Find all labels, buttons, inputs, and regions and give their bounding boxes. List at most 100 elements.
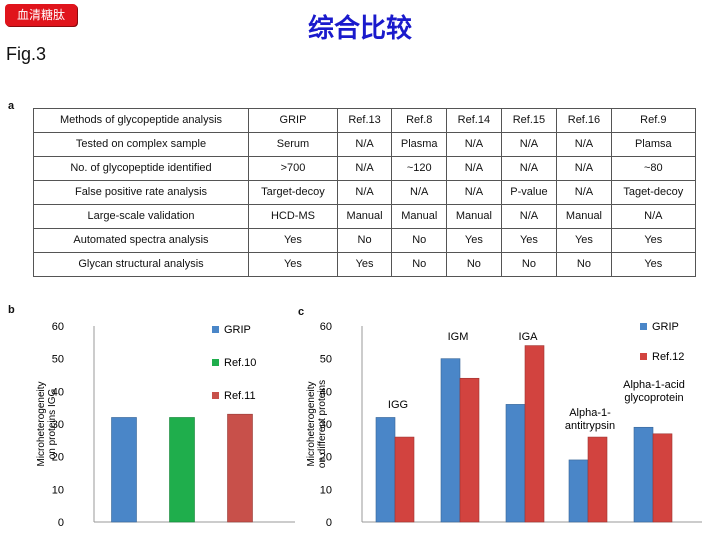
table-cell: Yes xyxy=(248,228,338,253)
table-cell: Ref.8 xyxy=(391,108,448,133)
table-cell: N/A xyxy=(336,132,393,157)
row-label-cell: Tested on complex sample xyxy=(33,132,249,157)
bar-ref12-alpha-1-acid-glycoprotein xyxy=(652,433,673,523)
table-cell: N/A xyxy=(610,204,697,229)
table-cell: Target-decoy xyxy=(248,180,338,205)
table-cell: ~120 xyxy=(391,156,448,181)
category-annotation: IGM xyxy=(448,331,469,343)
table-cell: N/A xyxy=(446,132,502,157)
y-tick-label: 30 xyxy=(320,419,332,431)
table-cell: GRIP xyxy=(248,108,338,133)
row-label-cell: No. of glycopeptide identified xyxy=(33,156,249,181)
table-cell: ~80 xyxy=(610,156,697,181)
table-row: Glycan structural analysis Yes Yes No No No No… xyxy=(33,252,697,277)
table-cell: Ref.13 xyxy=(336,108,393,133)
table-cell: No xyxy=(446,252,502,277)
table-cell: N/A xyxy=(500,156,558,181)
category-annotation: Alpha-1- xyxy=(569,407,611,419)
table-cell: Manual xyxy=(556,204,612,229)
y-axis-label: on different proteins xyxy=(317,380,328,468)
y-tick-label: 0 xyxy=(58,517,64,529)
bar-grip-igg xyxy=(375,417,396,523)
table-cell: Manual xyxy=(336,204,393,229)
bar-ref11 xyxy=(227,413,253,523)
table-header-row: Methods of glycopeptide analysis GRIP Ref.… xyxy=(33,108,697,133)
legend-swatch xyxy=(640,323,647,330)
panel-label-b: b xyxy=(8,304,15,316)
bar-ref12-igg xyxy=(394,436,415,523)
bar-ref12-igm xyxy=(459,377,480,523)
table-cell: No xyxy=(391,252,448,277)
table-row: False positive rate analysis Target-decoy… xyxy=(33,180,697,205)
chart-b-microheterogeneity-igg: 0 10 20 30 40 50 60 Microheterogeneity on protei… xyxy=(36,321,295,529)
table-cell: Ref.15 xyxy=(500,108,558,133)
table-cell: Yes xyxy=(500,228,558,253)
legend-swatch xyxy=(212,392,219,399)
y-tick-label: 10 xyxy=(52,484,64,496)
row-label-cell: Large-scale validation xyxy=(33,204,249,229)
panel-label-a: a xyxy=(8,100,15,112)
legend-swatch xyxy=(212,359,219,366)
y-axis-label: Microheterogeneity xyxy=(36,381,47,466)
bar-grip xyxy=(111,417,137,523)
y-tick-label: 60 xyxy=(52,321,64,333)
table-cell: Plamsa xyxy=(610,132,697,157)
table-cell: N/A xyxy=(500,132,558,157)
table-row: No. of glycopeptide identified >700 N/A ~12… xyxy=(33,156,697,181)
table-cell: Manual xyxy=(446,204,502,229)
bar-grip-alpha-1-acid-glycoprotein xyxy=(633,426,654,523)
category-annotation: antitrypsin xyxy=(565,420,615,432)
bar-ref12-iga xyxy=(524,345,545,523)
y-tick-label: 50 xyxy=(320,354,332,366)
table-cell: N/A xyxy=(556,156,612,181)
table-cell: Taget-decoy xyxy=(610,180,697,205)
row-label-cell: Automated spectra analysis xyxy=(33,228,249,253)
table-cell: Yes xyxy=(610,228,697,253)
y-tick-label: 40 xyxy=(52,386,64,398)
legend-label: Ref.12 xyxy=(652,351,684,363)
y-axis-label: Microheterogeneity xyxy=(306,381,317,466)
bar-ref12-alpha-1-antitrypsin xyxy=(587,436,608,523)
figure-label: Fig.3 xyxy=(6,44,47,64)
legend-swatch xyxy=(640,353,647,360)
table-cell: Yes xyxy=(446,228,502,253)
category-annotation: Alpha-1-acid xyxy=(623,379,685,391)
legend-swatch xyxy=(212,326,219,333)
table-cell: N/A xyxy=(556,132,612,157)
y-tick-label: 20 xyxy=(52,452,64,464)
table-cell: Yes xyxy=(336,252,393,277)
table-cell: N/A xyxy=(556,180,612,205)
table-cell: Yes xyxy=(610,252,697,277)
panel-label-c: c xyxy=(298,306,305,318)
section-tag: 血清糖肽 xyxy=(5,4,77,26)
category-annotation: IGA xyxy=(519,331,539,343)
table-cell: Ref.16 xyxy=(556,108,612,133)
y-axis-label: on proteins IGG xyxy=(47,388,58,459)
table-cell: N/A xyxy=(446,156,502,181)
bar-grip-alpha-1-antitrypsin xyxy=(568,459,589,523)
bar-grip-iga xyxy=(505,404,526,523)
table-cell: Plasma xyxy=(391,132,448,157)
table-row: Automated spectra analysis Yes No No Yes Yes Y… xyxy=(33,228,697,253)
table-cell: Serum xyxy=(248,132,338,157)
table-row: Large-scale validation HCD-MS Manual Manual… xyxy=(33,204,697,229)
legend-label: GRIP xyxy=(652,321,679,333)
y-tick-label: 0 xyxy=(326,517,332,529)
table-cell: >700 xyxy=(248,156,338,181)
table-cell: N/A xyxy=(391,180,448,205)
legend-label: Ref.10 xyxy=(224,357,256,369)
legend-label: Ref.11 xyxy=(224,390,256,402)
table-cell: N/A xyxy=(446,180,502,205)
y-tick-label: 30 xyxy=(52,419,64,431)
y-tick-label: 40 xyxy=(320,386,332,398)
table-row: Tested on complex sample Serum N/A Plasma N/… xyxy=(33,132,697,157)
slide-title: 综合比较 xyxy=(307,14,412,44)
y-tick-label: 10 xyxy=(320,484,332,496)
y-tick-label: 60 xyxy=(320,321,332,333)
table-cell: No xyxy=(336,228,393,253)
table-cell: Yes xyxy=(248,252,338,277)
table-cell: No xyxy=(500,252,558,277)
table-cell: Ref.14 xyxy=(446,108,502,133)
methods-comparison-table: Methods of glycopeptide analysis GRIP Ref.… xyxy=(33,108,697,277)
table-cell: N/A xyxy=(336,180,393,205)
